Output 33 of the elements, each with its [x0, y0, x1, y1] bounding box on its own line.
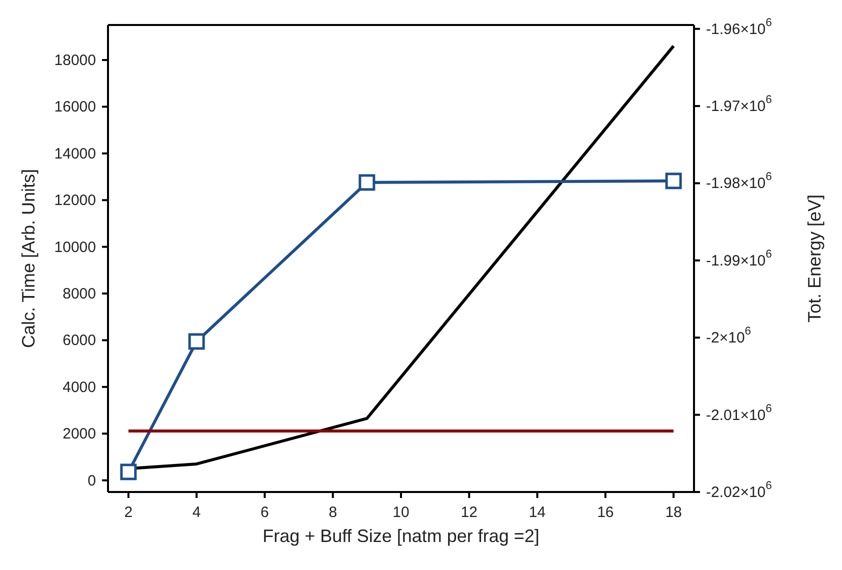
y-tick-label: 12000	[54, 192, 96, 209]
y-tick-label: 0	[88, 472, 96, 489]
y2-tick-label: -1.96×10$^{6}$	[706, 16, 772, 38]
y2-axis-title: Tot. Energy [eV]	[804, 194, 824, 323]
y-tick-label: 16000	[54, 98, 96, 116]
point	[665, 172, 682, 190]
x-tick-label: 6	[260, 504, 269, 520]
point	[120, 464, 137, 480]
y-tick-label: 18000	[54, 52, 96, 69]
y-tick-label: 14000	[54, 144, 96, 162]
x-axis-title: Frag + Buff Size [natm per frag =2]	[262, 526, 540, 546]
y2-tick-label: -1.99×10$^{6}$	[706, 248, 772, 269]
x-tick-label: 18	[665, 504, 682, 520]
y-tick-label: 6000	[62, 332, 96, 349]
y-tick-label: 8000	[62, 285, 96, 302]
y2-tick-label: -2.01×10$^{6}$	[706, 402, 772, 424]
point	[188, 333, 205, 350]
x-tick-label: 10	[392, 504, 410, 520]
y-axis-title: Calc. Time [Arb. Units]	[18, 168, 38, 348]
y-tick-label: 2000	[62, 425, 96, 442]
y2-tick-label: -2×10$^{6}$	[706, 326, 752, 346]
y-tick-label: 10000	[54, 238, 96, 256]
point	[358, 174, 376, 191]
y2-tick-label: -1.97×10$^{6}$	[706, 94, 772, 115]
x-tick-label: 8	[328, 504, 338, 520]
x-tick-label: 12	[460, 504, 478, 520]
x-tick-label: 14	[528, 504, 546, 520]
x-tick-label: 2	[124, 504, 133, 520]
y2-tick-label: -2.02×10$^{6}$	[706, 480, 772, 500]
x-tick-label: 16	[597, 504, 614, 520]
y2-tick-label: -1.98×10$^{6}$	[706, 171, 772, 192]
y-tick-label: 4000	[62, 378, 96, 396]
x-tick-label: 4	[192, 504, 201, 520]
